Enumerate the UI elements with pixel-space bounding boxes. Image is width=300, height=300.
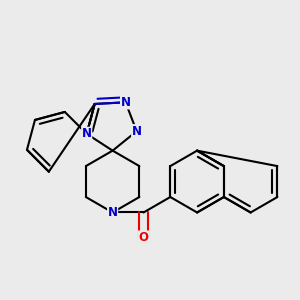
Text: N: N (121, 96, 130, 109)
Text: N: N (132, 125, 142, 138)
Text: O: O (139, 231, 148, 244)
Text: N: N (108, 206, 118, 219)
Text: N: N (82, 127, 92, 140)
